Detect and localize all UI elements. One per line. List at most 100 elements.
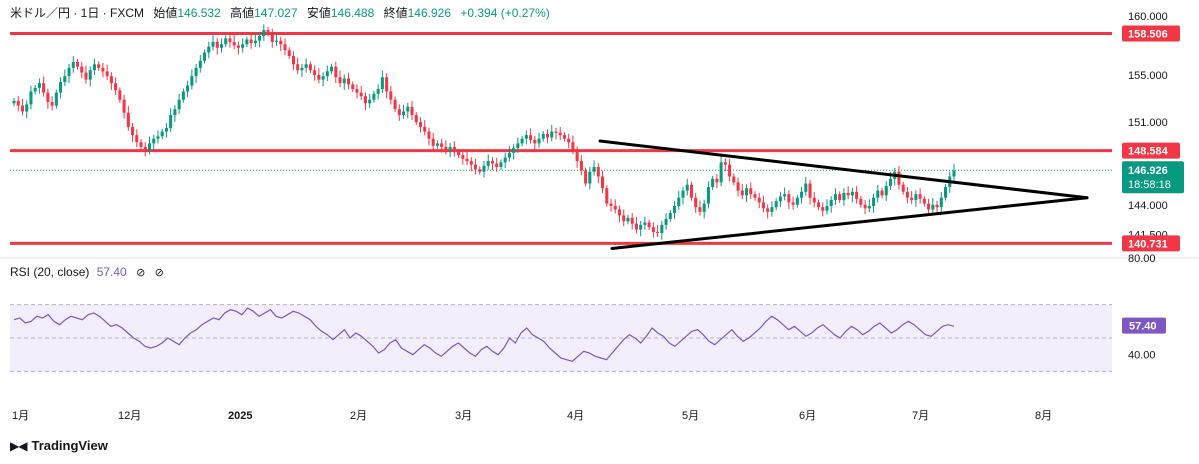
candle-body <box>516 143 520 149</box>
candle-body <box>939 197 943 208</box>
rsi-header: RSI (20, close) 57.40 ⊘ ⊘ <box>10 265 164 279</box>
candle-body <box>723 162 727 165</box>
candle-body <box>156 136 160 139</box>
candle-body <box>330 66 334 72</box>
candle-body <box>452 146 456 152</box>
candle-body <box>469 161 473 165</box>
candle-body <box>33 87 37 92</box>
candle-body <box>342 78 346 84</box>
triangle-upper-line <box>598 139 1089 200</box>
candle-body <box>622 215 626 222</box>
candle-body <box>338 77 342 84</box>
candle-body <box>29 91 33 105</box>
candle-body <box>380 77 384 90</box>
candle-body <box>25 104 29 112</box>
candle-body <box>715 178 719 183</box>
candle-body <box>558 132 562 136</box>
candle-body <box>245 39 249 45</box>
candle-body <box>418 122 423 127</box>
candle-body <box>173 109 177 116</box>
tradingview-logo-icon: ▶◀ <box>10 438 27 453</box>
candle-body <box>334 66 338 78</box>
candle-body <box>761 202 765 209</box>
candle-body <box>37 83 41 88</box>
candle-body <box>918 194 922 199</box>
candle-body <box>651 227 655 232</box>
candle-body <box>181 91 185 100</box>
candle-body <box>42 83 46 93</box>
candle-body <box>888 178 893 186</box>
candle-body <box>601 176 605 189</box>
candle-body <box>385 77 389 92</box>
candle-body <box>617 209 622 216</box>
candle-body <box>346 78 351 85</box>
rsi-label[interactable]: RSI (20, close) <box>10 265 90 279</box>
rsi-value-tag <box>1122 317 1166 334</box>
candle-body <box>702 203 706 212</box>
level-price-tag <box>1122 142 1180 159</box>
candle-body <box>706 187 710 204</box>
candle-body <box>719 162 723 183</box>
candle-body <box>16 100 20 106</box>
candle-body <box>80 66 84 73</box>
triangle-lower-line <box>610 196 1089 250</box>
triangle-pattern <box>598 139 1089 250</box>
candle-body <box>507 152 511 158</box>
low-value: 146.488 <box>330 6 375 20</box>
candle-body <box>92 64 96 71</box>
candle-body <box>503 157 507 163</box>
candle-body <box>190 76 194 86</box>
candlestick-series <box>12 24 956 240</box>
candle-body <box>681 190 685 198</box>
candle-body <box>732 176 736 183</box>
candle-body <box>804 183 808 192</box>
candle-body <box>444 146 448 151</box>
candle-body <box>685 184 689 191</box>
candle-body <box>291 56 295 65</box>
time-tick-label: 3月 <box>455 410 472 422</box>
candle-body <box>791 202 795 205</box>
candle-body <box>88 70 92 80</box>
candle-body <box>105 71 109 77</box>
candle-body <box>164 128 168 132</box>
candle-body <box>673 205 677 214</box>
candle-body <box>194 67 198 77</box>
rsi-pane <box>10 304 1112 372</box>
candle-body <box>783 194 787 197</box>
candle-body <box>533 139 537 144</box>
visibility-off-icon[interactable]: ⊘ <box>154 267 164 279</box>
candle-body <box>321 76 325 80</box>
candle-body <box>224 38 228 45</box>
candle-body <box>270 33 274 42</box>
candle-body <box>545 133 550 138</box>
candle-body <box>84 72 88 80</box>
candle-body <box>236 45 240 48</box>
low-label: 安値 <box>306 6 331 20</box>
tradingview-branding[interactable]: ▶◀ TradingView <box>10 438 108 453</box>
time-tick-label: 1月 <box>12 410 29 422</box>
candle-body <box>363 96 367 104</box>
candle-body <box>613 205 617 210</box>
level-price-label: 158.506 <box>1128 29 1168 41</box>
candle-body <box>372 93 376 100</box>
change-value: +0.394 (+0.27%) <box>460 6 550 20</box>
candle-body <box>54 92 58 106</box>
candle-body <box>660 224 664 234</box>
candle-body <box>241 44 245 48</box>
time-tick-label: 8月 <box>1035 410 1052 422</box>
rsi-band <box>10 304 1112 372</box>
symbol-title[interactable]: 米ドル／円 · 1日 · FXCM <box>10 6 144 20</box>
price-tick-label: 160.000 <box>1128 11 1168 23</box>
candle-body <box>186 85 190 92</box>
candle-body <box>406 106 410 112</box>
candle-body <box>935 204 939 208</box>
candle-body <box>901 184 905 192</box>
candle-body <box>393 99 397 110</box>
last-price-tag <box>1122 161 1184 194</box>
visibility-off-icon[interactable]: ⊘ <box>136 267 146 279</box>
candle-body <box>249 39 253 44</box>
candle-body <box>139 142 143 147</box>
candle-body <box>114 83 118 91</box>
